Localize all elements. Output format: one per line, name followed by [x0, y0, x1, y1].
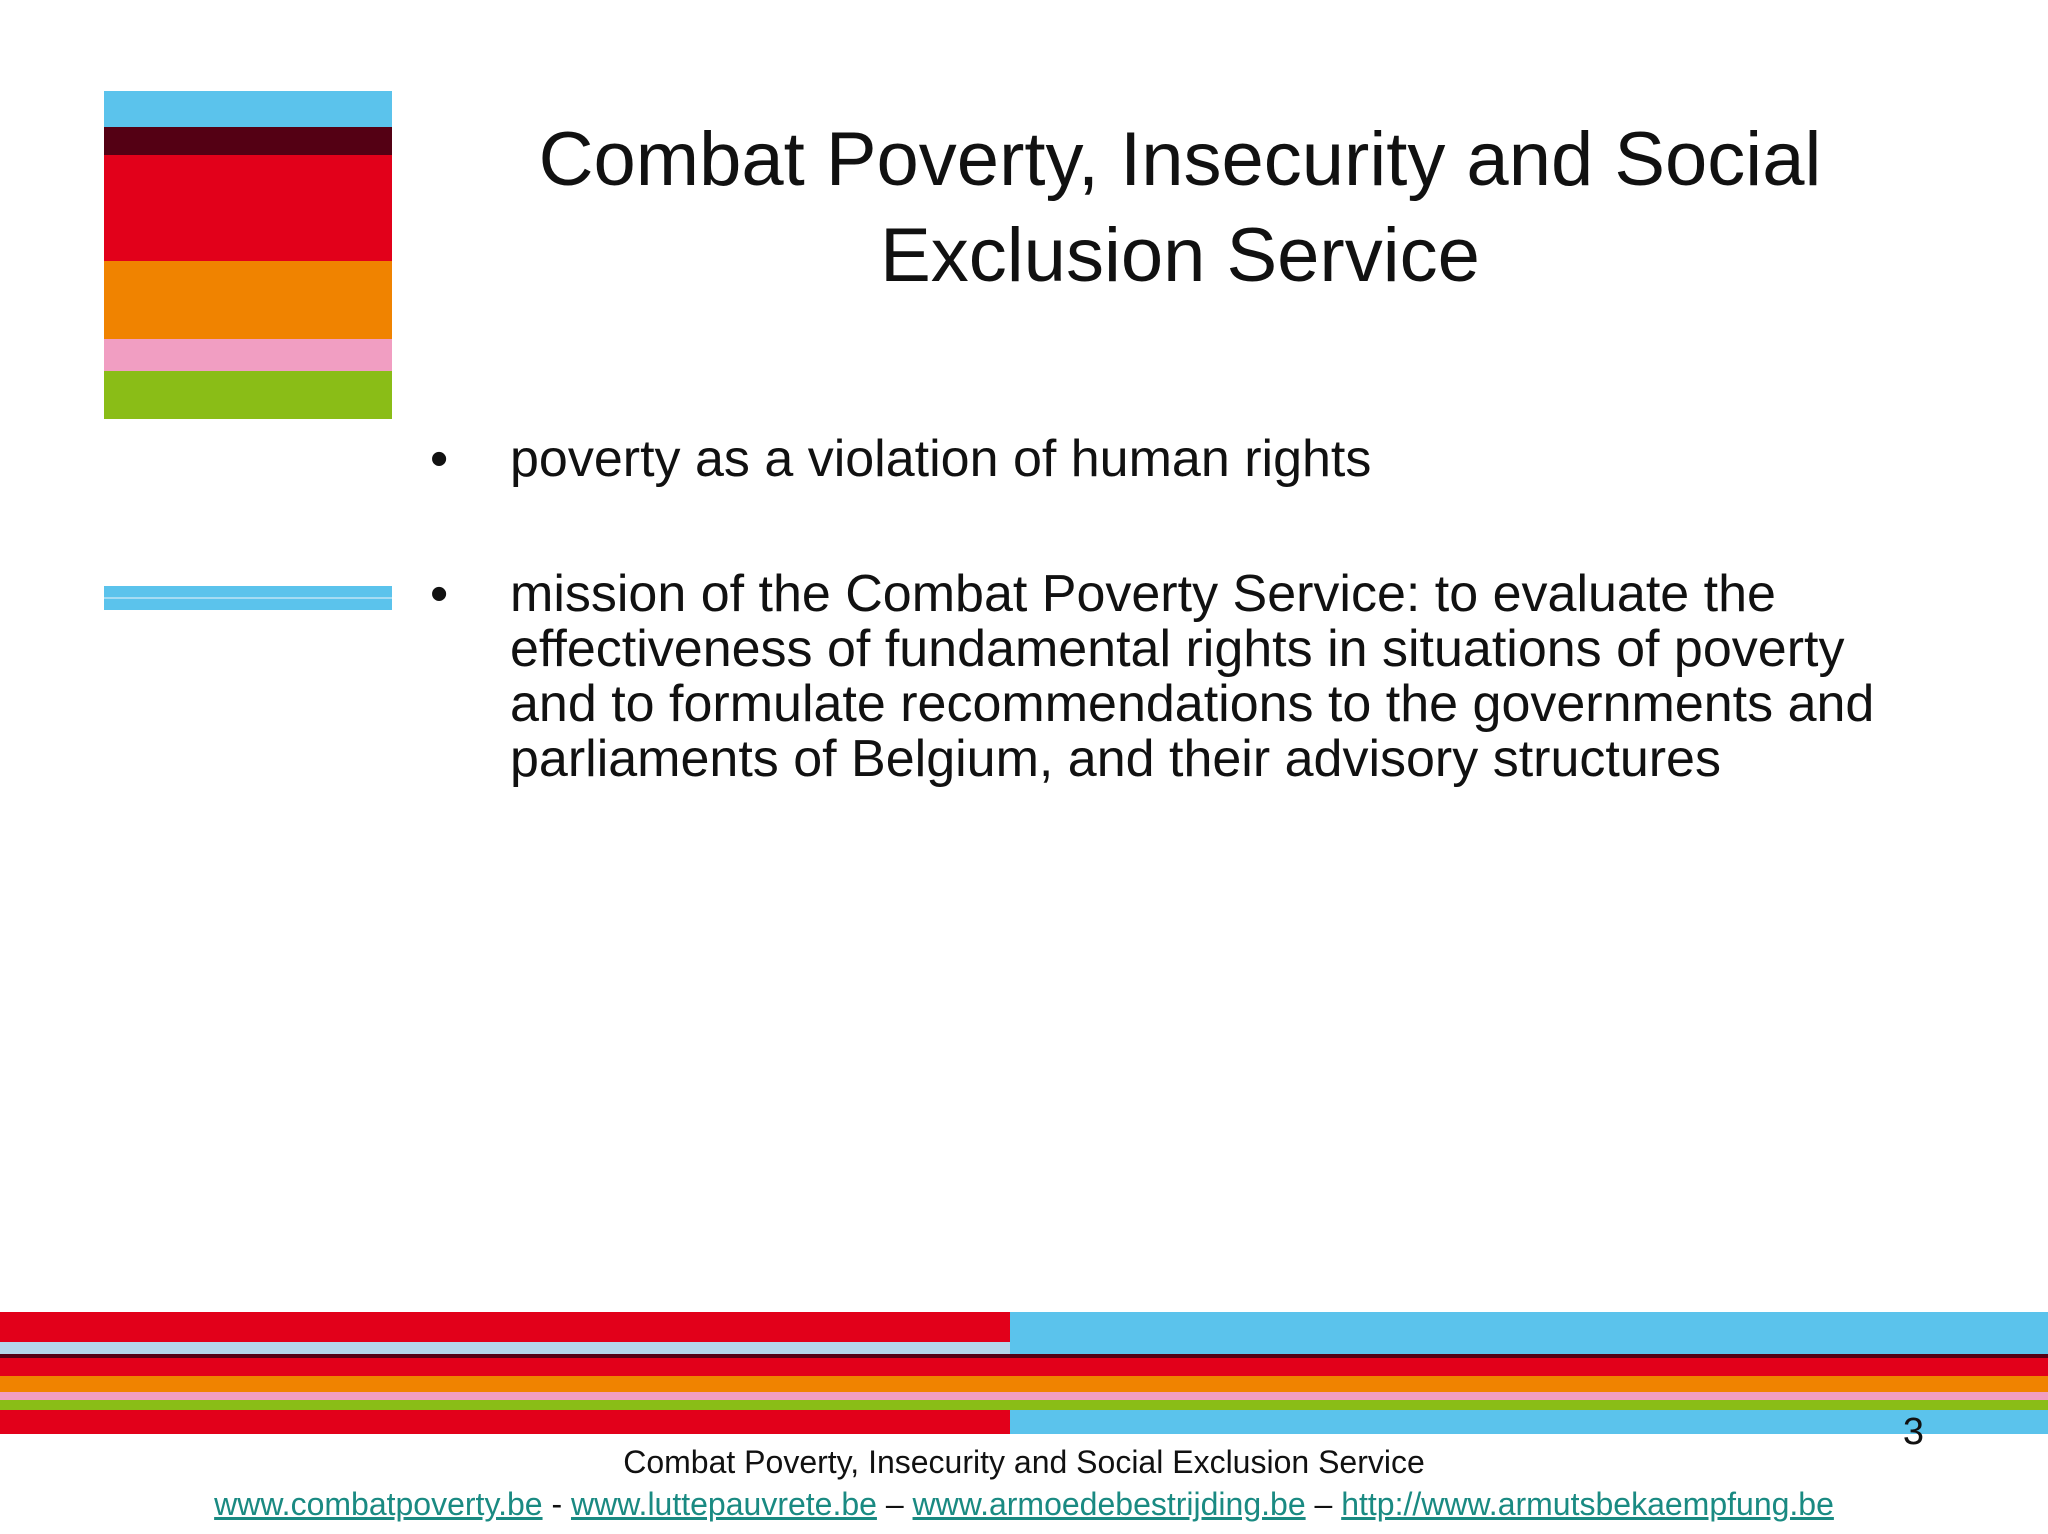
logo-stripe-maroon — [104, 127, 392, 155]
logo-color-stripes — [104, 91, 392, 419]
bullet-text: mission of the Combat Poverty Service: t… — [510, 565, 1875, 788]
link-armutsbekaempfung[interactable]: http://www.armutsbekaempfung.be — [1341, 1486, 1834, 1522]
bullet-item: • mission of the Combat Poverty Service:… — [430, 567, 1910, 787]
footer-links: www.combatpoverty.be - www.luttepauvrete… — [0, 1484, 2048, 1524]
link-luttepauvrete[interactable]: www.luttepauvrete.be — [570, 1486, 877, 1522]
bullet-item: • poverty as a violation of human rights — [430, 432, 1910, 487]
link-armoedebestrijding[interactable]: www.armoedebestrijding.be — [912, 1486, 1306, 1522]
bullet-icon: • — [430, 430, 449, 488]
link-separator: - — [551, 1486, 563, 1522]
logo-stripe-red — [104, 155, 392, 261]
bullet-icon: • — [430, 565, 449, 623]
page-number: 3 — [1902, 1411, 1924, 1453]
side-accent-bar — [104, 586, 392, 610]
footer-title: Combat Poverty, Insecurity and Social Ex… — [623, 1444, 1425, 1480]
logo-stripe-orange — [104, 261, 392, 339]
link-combatpoverty[interactable]: www.combatpoverty.be — [214, 1486, 543, 1522]
footer-color-bars — [0, 1312, 2048, 1434]
link-separator: – — [1314, 1486, 1333, 1522]
logo-stripe-pink — [104, 339, 392, 371]
logo-stripe-blue — [104, 91, 392, 127]
link-separator: – — [885, 1486, 904, 1522]
logo-stripe-green — [104, 371, 392, 419]
bullet-list: • poverty as a violation of human rights… — [430, 432, 1910, 787]
slide-title: Combat Poverty, Insecurity and Social Ex… — [538, 117, 1822, 298]
bullet-text: poverty as a violation of human rights — [510, 430, 1372, 488]
